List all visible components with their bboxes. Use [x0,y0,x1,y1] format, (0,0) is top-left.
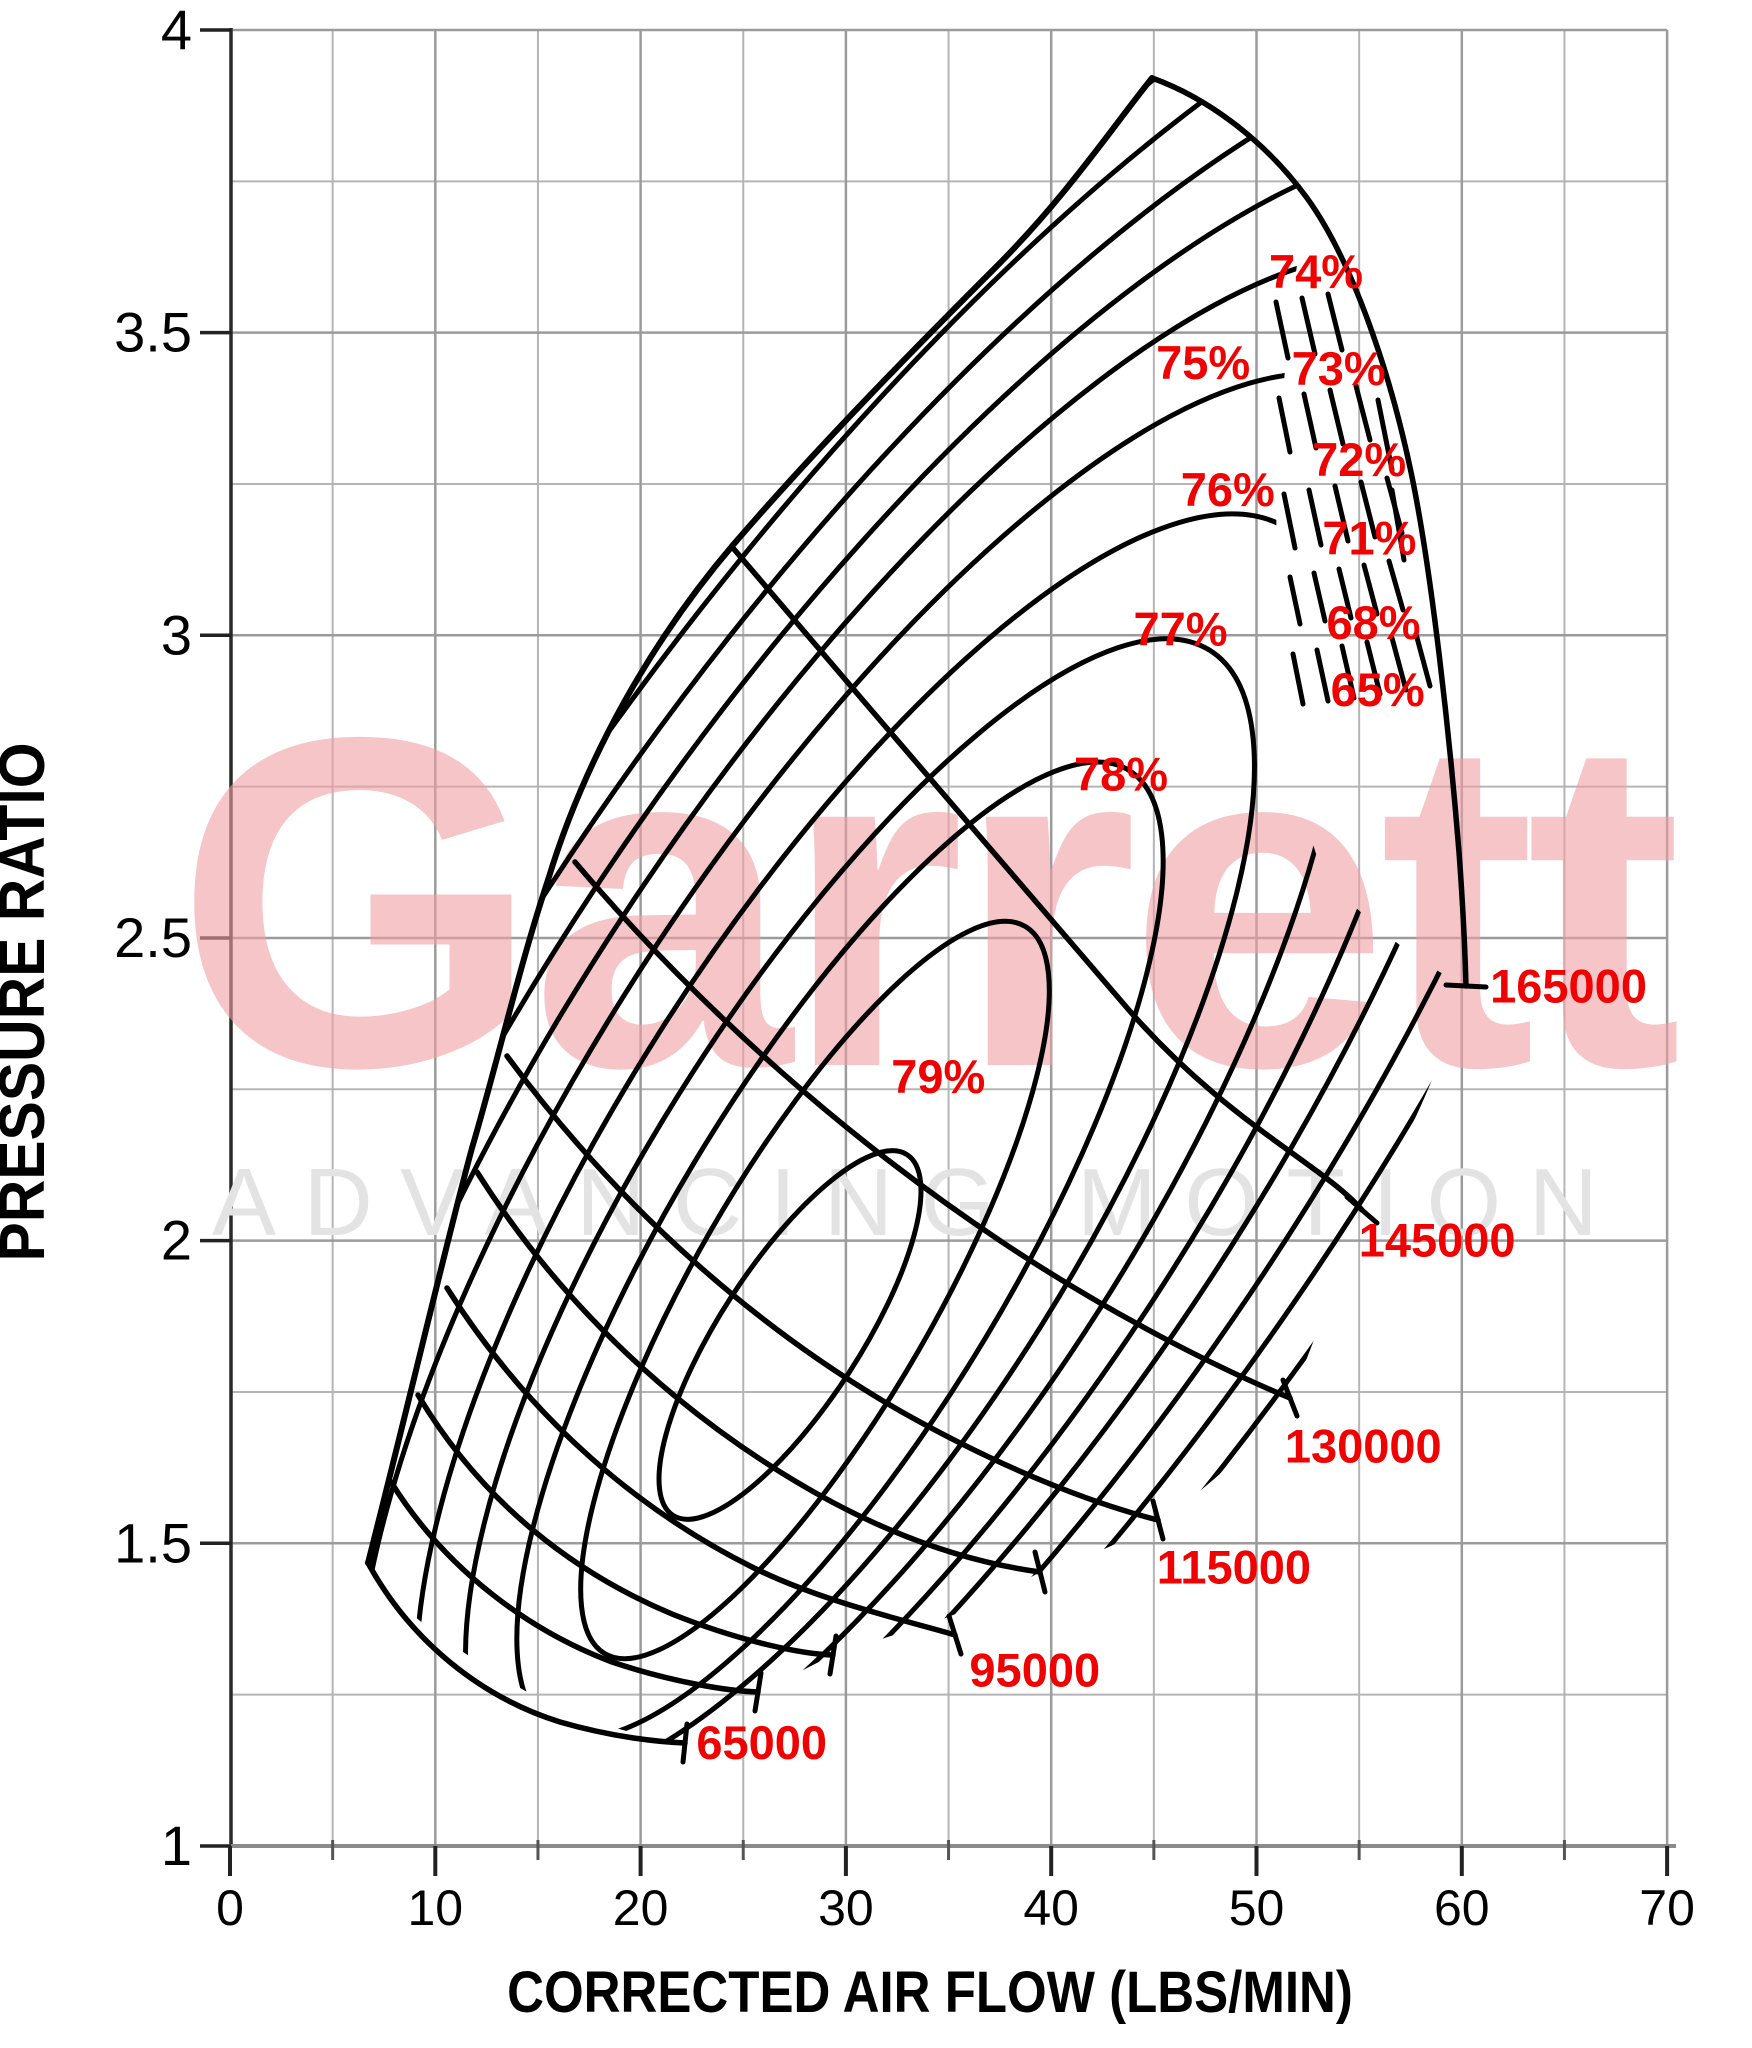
speed-line-165000-choke [1149,75,1469,989]
surge-line [365,75,1155,1566]
label-efficiency-75: 75% [1156,336,1250,389]
speed-line-145000 [730,545,1365,1213]
label-speed-165000: 165000 [1490,959,1647,1012]
label-efficiency-72: 72% [1312,433,1406,486]
x-tick-label-20: 20 [613,1880,669,1936]
speed-line-130000 [572,859,1293,1401]
label-efficiency-77: 77% [1133,602,1227,655]
axes: 0 10 20 30 40 50 60 70 1 1.5 2 2.5 3 3.5 4 [114,0,1695,1936]
speed-lines [365,75,1469,1746]
x-tick-label-70: 70 [1639,1880,1695,1936]
speed-line-end-ticks [680,982,1489,1765]
x-tick-label-0: 0 [216,1880,244,1936]
label-efficiency-73: 73% [1292,342,1386,395]
x-tick-label-60: 60 [1434,1880,1490,1936]
annotation-labels: 74% 75% 73% 72% 76% 71% 77% 68% 65% 78% 79% 65000 95… [696,245,1647,1769]
y-tick-label-1.5: 1.5 [114,1511,192,1574]
label-efficiency-76: 76% [1181,463,1275,516]
speed-line-65000 [365,1560,688,1746]
y-tick-label-3: 3 [161,603,192,666]
speed-line-115000 [504,1053,1161,1523]
speed-line-unlabeled-3 [474,1169,1043,1575]
y-tick-label-3.5: 3.5 [114,301,192,364]
label-speed-130000: 130000 [1285,1419,1442,1472]
label-speed-115000: 115000 [1157,1541,1311,1594]
watermark-garrett-logo: Garrett [175,640,1680,1165]
y-tick-label-4: 4 [161,0,192,61]
dashed-contour-segments [1273,291,1433,707]
y-axis-title: PRESSURE RATIO [0,742,59,1261]
label-efficiency-74: 74% [1269,245,1363,298]
speed-line-unlabeled-2 [415,1392,836,1658]
label-efficiency-79: 79% [891,1050,985,1103]
efficiency-contour-76 [463,636,1257,1743]
efficiency-contour-78 [578,918,1052,1662]
x-axis-title: CORRECTED AIR FLOW (LBS/MIN) [507,1960,1353,2025]
x-tick-label-10: 10 [407,1880,463,1936]
label-efficiency-65: 65% [1331,663,1425,716]
y-tick-label-2.5: 2.5 [114,906,192,969]
label-speed-145000: 145000 [1359,1214,1516,1267]
y-tick-label-2: 2 [161,1209,192,1272]
label-efficiency-71: 71% [1322,511,1416,564]
speed-line-unlabeled-1 [388,1479,761,1695]
label-efficiency-78: 78% [1074,748,1168,801]
y-tick-label-1: 1 [161,1814,192,1877]
label-speed-65000: 65000 [696,1716,827,1769]
x-tick-label-50: 50 [1229,1880,1285,1936]
label-speed-95000: 95000 [969,1643,1100,1696]
label-efficiency-68: 68% [1326,596,1420,649]
x-tick-label-40: 40 [1023,1880,1079,1936]
x-tick-label-30: 30 [818,1880,874,1936]
speed-line-95000 [444,1285,958,1638]
